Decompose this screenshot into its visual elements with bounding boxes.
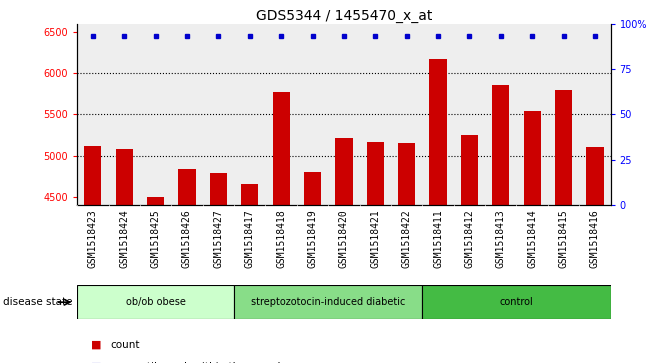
Text: ■: ■ (91, 340, 101, 350)
Bar (272, 92, 290, 205)
Text: disease state: disease state (3, 297, 73, 307)
Text: count: count (111, 340, 140, 350)
Text: streptozotocin-induced diabetic: streptozotocin-induced diabetic (251, 297, 405, 307)
Bar (586, 147, 603, 205)
Bar (492, 85, 509, 205)
Bar (398, 143, 415, 205)
Text: GSM1518418: GSM1518418 (276, 209, 286, 268)
Bar (115, 149, 133, 205)
Text: GSM1518414: GSM1518414 (527, 209, 537, 268)
Text: GSM1518411: GSM1518411 (433, 209, 443, 268)
Bar (210, 173, 227, 205)
Text: GSM1518412: GSM1518412 (464, 209, 474, 268)
Bar (336, 138, 352, 205)
Text: ob/ob obese: ob/ob obese (125, 297, 186, 307)
Text: GSM1518419: GSM1518419 (307, 209, 317, 268)
Bar (234, 285, 422, 319)
Text: percentile rank within the sample: percentile rank within the sample (111, 362, 287, 363)
Text: ■: ■ (91, 362, 101, 363)
Bar (77, 285, 234, 319)
Text: GSM1518424: GSM1518424 (119, 209, 130, 268)
Text: GSM1518413: GSM1518413 (496, 209, 506, 268)
Bar (178, 169, 196, 205)
Text: GSM1518420: GSM1518420 (339, 209, 349, 268)
Bar (461, 135, 478, 205)
Bar (304, 172, 321, 205)
Text: GSM1518416: GSM1518416 (590, 209, 600, 268)
Text: GSM1518425: GSM1518425 (150, 209, 160, 268)
Text: GSM1518422: GSM1518422 (402, 209, 411, 268)
Title: GDS5344 / 1455470_x_at: GDS5344 / 1455470_x_at (256, 9, 432, 23)
Bar (422, 285, 611, 319)
Bar (241, 184, 258, 205)
Text: GSM1518417: GSM1518417 (245, 209, 255, 268)
Text: GSM1518426: GSM1518426 (182, 209, 192, 268)
Bar (429, 59, 447, 205)
Text: GSM1518427: GSM1518427 (213, 209, 223, 268)
Text: GSM1518415: GSM1518415 (558, 209, 568, 268)
Bar (366, 142, 384, 205)
Bar (523, 111, 541, 205)
Text: GSM1518423: GSM1518423 (88, 209, 98, 268)
Text: control: control (500, 297, 533, 307)
Text: GSM1518421: GSM1518421 (370, 209, 380, 268)
Bar (147, 197, 164, 205)
Bar (85, 146, 101, 205)
Bar (555, 90, 572, 205)
